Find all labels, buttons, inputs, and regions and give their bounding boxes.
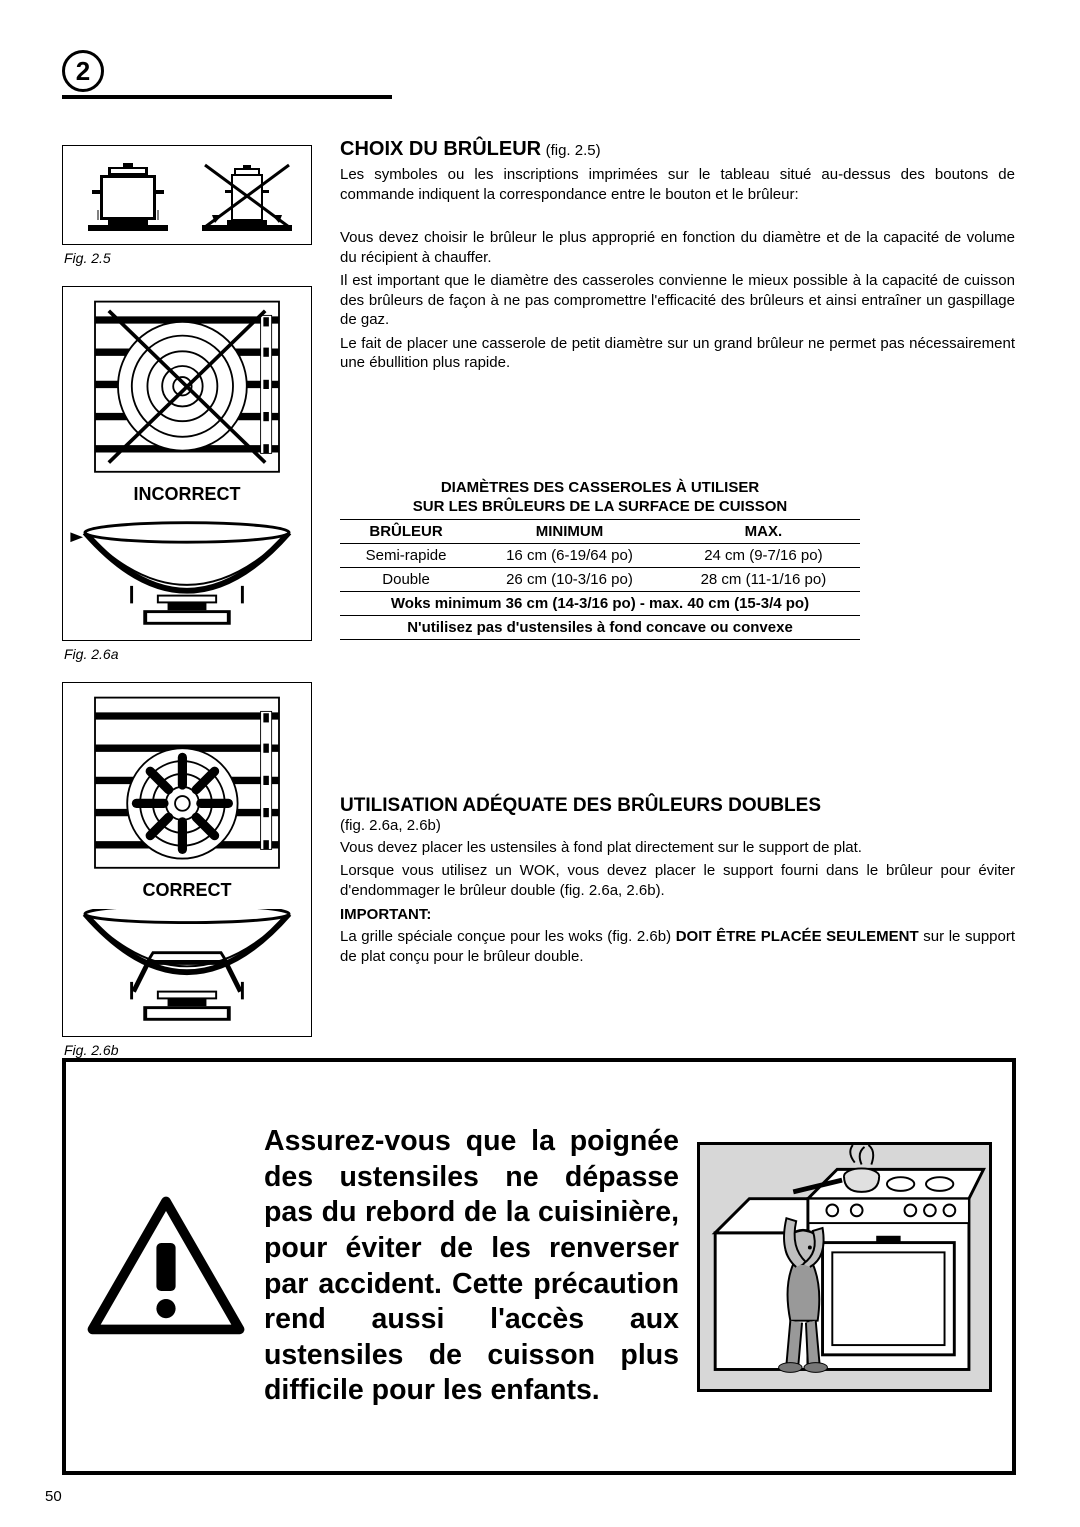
table-cell: 28 cm (11-1/16 po): [667, 567, 860, 591]
table-cell: 24 cm (9-7/16 po): [667, 543, 860, 567]
fig-2-6b-caption: Fig. 2.6b: [62, 1042, 312, 1058]
table-header: BRÛLEUR: [340, 519, 472, 543]
section2-para1: Vous devez placer les ustensiles à fond …: [340, 838, 1015, 858]
table-foot-row: Woks minimum 36 cm (14-3/16 po) - max. 4…: [340, 591, 860, 615]
page-section-circle: 2: [62, 50, 104, 92]
diameter-table-wrap: DIAMÈTRES DES CASSEROLES À UTILISER SUR …: [340, 478, 860, 640]
section-1: CHOIX DU BRÛLEUR (fig. 2.5) Les symboles…: [340, 138, 1015, 373]
table-foot2: N'utilisez pas d'ustensiles à fond conca…: [340, 615, 860, 639]
text-column: CHOIX DU BRÛLEUR (fig. 2.5) Les symboles…: [340, 138, 1015, 966]
section1-para3: Il est important que le diamètre des cas…: [340, 271, 1015, 330]
figure-2-5: [62, 145, 312, 245]
section2-title-ref: (fig. 2.6a, 2.6b): [340, 817, 1015, 834]
incorrect-label: INCORRECT: [134, 484, 241, 505]
table-cell: Double: [340, 567, 472, 591]
pot-incorrect-icon: [197, 155, 297, 235]
fig-2-5-caption: Fig. 2.5: [62, 250, 312, 266]
para3a: La grille spéciale conçue pour les woks …: [340, 928, 676, 945]
section1-para4: Le fait de placer une casserole de petit…: [340, 334, 1015, 373]
child-stove-illustration: [697, 1142, 992, 1392]
para3b: DOIT ÊTRE PLACÉE SEULEMENT: [676, 928, 919, 945]
section-2: UTILISATION ADÉQUATE DES BRÛLEURS DOUBLE…: [340, 795, 1015, 967]
wok-on-burner-icon: [68, 513, 306, 630]
section2-para2: Lorsque vous utilisez un WOK, vous devez…: [340, 861, 1015, 900]
table-cell: 16 cm (6-19/64 po): [472, 543, 667, 567]
table-title-line1: DIAMÈTRES DES CASSEROLES À UTILISER: [340, 478, 860, 498]
table-title-line2: SUR LES BRÛLEURS DE LA SURFACE DE CUISSO…: [340, 497, 860, 517]
diameter-table: BRÛLEUR MINIMUM MAX. Semi-rapide 16 cm (…: [340, 519, 860, 640]
header-rule: [62, 95, 392, 99]
section1-title: CHOIX DU BRÛLEUR: [340, 138, 541, 160]
figure-2-6b: CORRECT: [62, 682, 312, 1037]
table-header: MINIMUM: [472, 519, 667, 543]
wok-on-stand-icon: [68, 909, 306, 1026]
section1-title-ref: (fig. 2.5): [546, 142, 601, 159]
table-foot1: Woks minimum 36 cm (14-3/16 po) - max. 4…: [340, 591, 860, 615]
footer-page-number: 50: [45, 1488, 62, 1505]
section2-para3: La grille spéciale conçue pour les woks …: [340, 927, 1015, 966]
table-header-row: BRÛLEUR MINIMUM MAX.: [340, 519, 860, 543]
cooktop-correct-icon: [68, 693, 306, 872]
important-label: IMPORTANT:: [340, 906, 1015, 923]
pot-correct-icon: [78, 155, 178, 235]
table-cell: Semi-rapide: [340, 543, 472, 567]
section1-para2: Vous devez choisir le brûleur le plus ap…: [340, 228, 1015, 267]
table-header: MAX.: [667, 519, 860, 543]
warning-box: Assurez-vous que la poignée des ustensil…: [62, 1058, 1016, 1475]
cooktop-incorrect-icon: [68, 297, 306, 476]
section1-para1: Les symboles ou les inscriptions imprimé…: [340, 165, 1015, 204]
figure-2-6a: INCORRECT: [62, 286, 312, 641]
table-row: Semi-rapide 16 cm (6-19/64 po) 24 cm (9-…: [340, 543, 860, 567]
warning-triangle-icon: [86, 1192, 246, 1342]
figures-column: Fig. 2.5 INCORRECT: [62, 145, 312, 1078]
fig-2-6a-caption: Fig. 2.6a: [62, 646, 312, 662]
correct-label: CORRECT: [143, 880, 232, 901]
table-cell: 26 cm (10-3/16 po): [472, 567, 667, 591]
table-foot-row: N'utilisez pas d'ustensiles à fond conca…: [340, 615, 860, 639]
warning-text: Assurez-vous que la poignée des ustensil…: [246, 1124, 697, 1409]
section2-title: UTILISATION ADÉQUATE DES BRÛLEURS DOUBLE…: [340, 795, 821, 816]
table-row: Double 26 cm (10-3/16 po) 28 cm (11-1/16…: [340, 567, 860, 591]
